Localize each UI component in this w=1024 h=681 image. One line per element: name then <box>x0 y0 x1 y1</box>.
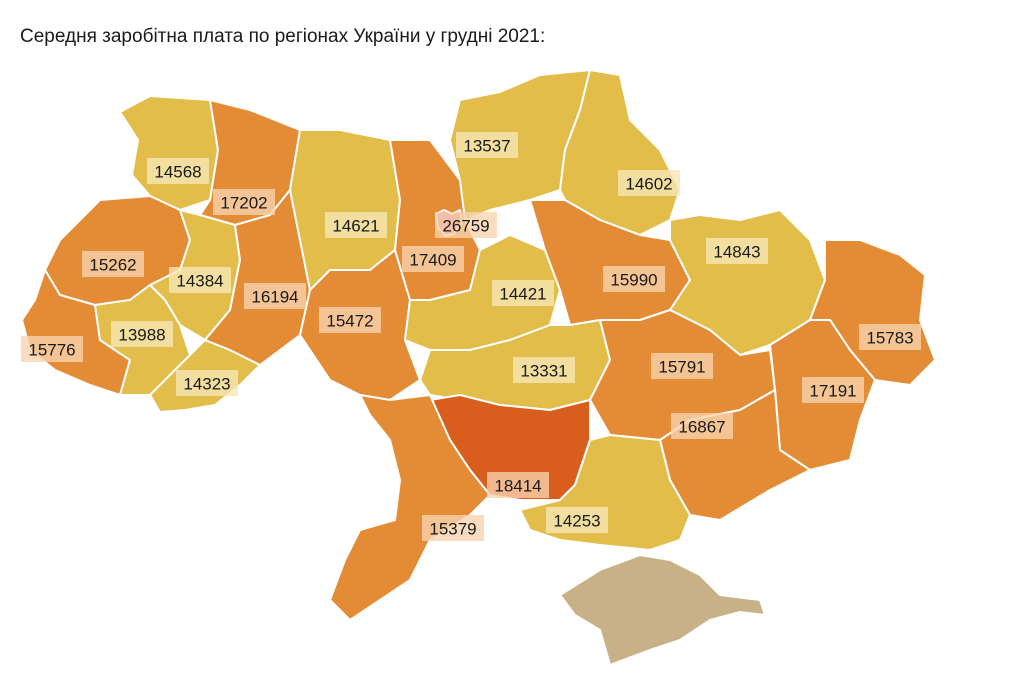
region-value-label: 13331 <box>513 357 575 383</box>
region-value-label: 14621 <box>325 212 387 238</box>
region-value-text: 14323 <box>183 375 230 394</box>
region-value-label: 13537 <box>456 132 518 158</box>
region-value-text: 14621 <box>332 217 379 236</box>
label-background <box>213 189 275 215</box>
region-value-label: 15791 <box>651 353 713 379</box>
region-zakarpattia[interactable] <box>21 269 131 396</box>
region-value-text: 14568 <box>154 163 201 182</box>
region-value-label: 13988 <box>111 321 173 347</box>
region-value-text: 15262 <box>89 256 136 275</box>
label-background <box>325 212 387 238</box>
region-value-label: 26759 <box>435 212 497 238</box>
label-background <box>706 238 768 264</box>
label-background <box>487 472 549 498</box>
region-value-label: 14421 <box>492 280 554 306</box>
region-volyn[interactable] <box>119 95 219 211</box>
region-value-text: 15379 <box>429 520 476 539</box>
region-value-label: 15379 <box>422 515 484 541</box>
region-value-text: 17409 <box>409 251 456 270</box>
region-value-text: 15472 <box>326 312 373 331</box>
region-value-label: 14323 <box>176 370 238 396</box>
label-background <box>671 413 733 439</box>
region-value-label: 15783 <box>859 324 921 350</box>
label-background <box>651 353 713 379</box>
region-value-text: 15783 <box>866 329 913 348</box>
label-background <box>422 515 484 541</box>
region-value-text: 15776 <box>28 341 75 360</box>
region-value-label: 18414 <box>487 472 549 498</box>
label-background <box>435 212 497 238</box>
label-background <box>513 357 575 383</box>
region-value-text: 13537 <box>463 137 510 156</box>
region-value-label: 15776 <box>21 336 83 362</box>
label-background <box>319 307 381 333</box>
region-value-label: 17202 <box>213 189 275 215</box>
region-value-text: 17202 <box>220 194 267 213</box>
region-value-label: 14843 <box>706 238 768 264</box>
region-value-text: 14384 <box>176 272 223 291</box>
label-background <box>546 507 608 533</box>
region-value-text: 14421 <box>499 285 546 304</box>
map-title: Середня заробітна плата по регіонах Укра… <box>20 26 546 47</box>
region-value-label: 17409 <box>402 246 464 272</box>
region-value-label: 15990 <box>603 266 665 292</box>
label-background <box>147 158 209 184</box>
label-background <box>82 251 144 277</box>
region-crimea <box>559 554 766 666</box>
region-value-text: 15990 <box>610 271 657 290</box>
region-value-text: 18414 <box>494 477 541 496</box>
region-value-label: 16867 <box>671 413 733 439</box>
region-value-label: 14602 <box>618 170 680 196</box>
region-value-text: 14843 <box>713 243 760 262</box>
region-value-text: 14602 <box>625 175 672 194</box>
region-value-text: 15791 <box>658 358 705 377</box>
label-background <box>176 370 238 396</box>
region-value-label: 15472 <box>319 307 381 333</box>
region-value-text: 13331 <box>520 362 567 381</box>
region-odesa[interactable] <box>329 394 491 621</box>
label-background <box>859 324 921 350</box>
label-background <box>21 336 83 362</box>
label-background <box>492 280 554 306</box>
label-background <box>618 170 680 196</box>
label-background <box>603 266 665 292</box>
region-value-label: 14384 <box>169 267 231 293</box>
label-background <box>456 132 518 158</box>
region-value-text: 13988 <box>118 326 165 345</box>
region-value-label: 17191 <box>802 377 864 403</box>
region-value-text: 16867 <box>678 418 725 437</box>
region-value-label: 15262 <box>82 251 144 277</box>
region-value-label: 14568 <box>147 158 209 184</box>
region-value-text: 14253 <box>553 512 600 531</box>
label-background <box>244 283 306 309</box>
label-background <box>402 246 464 272</box>
region-value-text: 16194 <box>251 288 298 307</box>
label-background <box>111 321 173 347</box>
region-value-text: 26759 <box>442 217 489 236</box>
region-value-label: 16194 <box>244 283 306 309</box>
label-background <box>802 377 864 403</box>
label-background <box>169 267 231 293</box>
region-value-text: 17191 <box>809 382 856 401</box>
region-khmelnytskyi[interactable] <box>204 189 311 366</box>
region-value-label: 14253 <box>546 507 608 533</box>
